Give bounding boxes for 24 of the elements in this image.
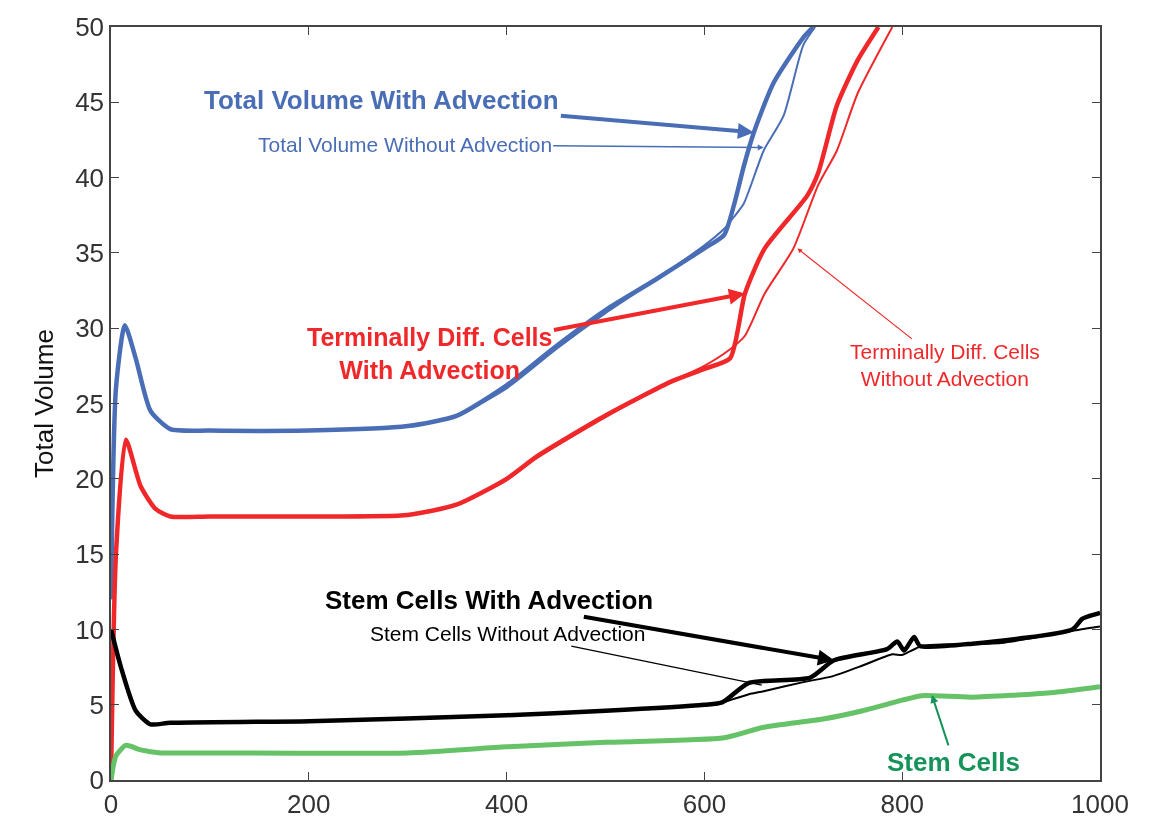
annotation: Terminally Diff. Cells Without Advection [850,340,1040,391]
y-tick-label: 30 [75,313,105,344]
y-tick-label: 0 [89,765,105,796]
y-tick-label: 50 [75,12,105,43]
y-tick-label: 40 [75,162,105,193]
annotation: Terminally Diff. Cells With Advection [307,323,553,384]
annotation: Stem Cells Without Advection [370,622,646,645]
x-tick-label: 800 [880,788,924,819]
y-tick-label: 45 [75,87,105,118]
y-tick-label: 5 [89,689,105,720]
x-tick-label: 200 [287,788,331,819]
annotation: Stem Cells [887,747,1020,777]
y-tick-label: 25 [75,388,105,419]
y-tick-label: 35 [75,238,105,268]
y-tick-label: 10 [75,614,105,645]
annotation: Total Volume Without Advection [258,133,553,156]
annotation: Total Volume With Advection [204,85,559,115]
annotation: Stem Cells With Advection [325,585,654,615]
x-tick-label: 600 [682,788,727,819]
x-tick-label: 400 [484,788,529,819]
y-axis-title: Total Volume [29,329,60,478]
y-tick-label: 20 [75,463,105,494]
x-tick-label: 1000 [1071,788,1129,819]
y-tick-label: 15 [75,539,105,570]
